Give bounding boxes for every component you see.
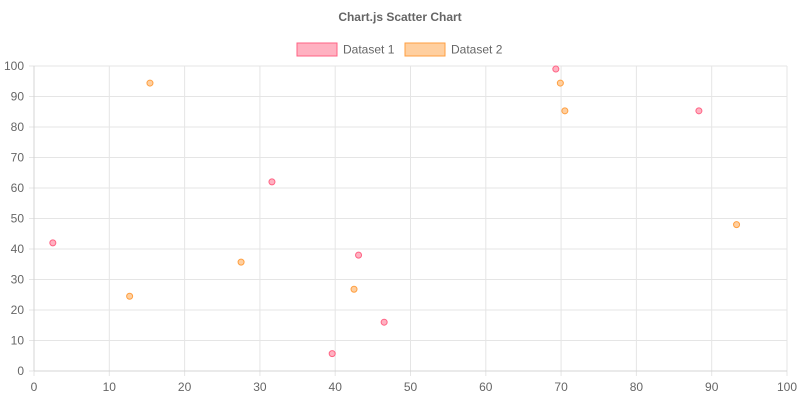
dataset-2-point[interactable] xyxy=(733,221,741,229)
y-tick-label: 100 xyxy=(4,59,24,73)
legend-swatch-dataset-1 xyxy=(296,42,338,57)
y-tick-label: 50 xyxy=(11,212,25,226)
dataset-1-point[interactable] xyxy=(268,178,276,186)
legend-swatch-dataset-2 xyxy=(404,42,446,57)
x-tick-label: 60 xyxy=(479,380,493,394)
dataset-1-point[interactable] xyxy=(380,318,388,326)
axes: 0 10 20 30 40 50 60 70 80 90 100 0 10 20 30 40 50 60 70 80 9… xyxy=(4,59,797,394)
legend-label-dataset-1: Dataset 1 xyxy=(343,43,395,57)
dataset-1-point[interactable] xyxy=(49,239,57,247)
legend-label-dataset-2: Dataset 2 xyxy=(451,43,503,57)
y-tick-label: 10 xyxy=(11,334,25,348)
x-tick-label: 80 xyxy=(630,380,644,394)
legend: Dataset 1 Dataset 2 xyxy=(296,42,503,57)
dataset-1-point[interactable] xyxy=(355,251,363,259)
data-points xyxy=(49,65,741,358)
x-tick-label: 50 xyxy=(404,380,418,394)
legend-item-dataset-1[interactable]: Dataset 1 xyxy=(296,42,395,57)
x-tick-label: 90 xyxy=(705,380,719,394)
x-tick-label: 10 xyxy=(103,380,117,394)
y-tick-label: 20 xyxy=(11,303,25,317)
x-tick-label: 30 xyxy=(253,380,267,394)
dataset-2-point[interactable] xyxy=(556,79,564,87)
dataset-2-point[interactable] xyxy=(561,107,569,115)
dataset-1-point[interactable] xyxy=(695,107,703,115)
dataset-1-point[interactable] xyxy=(328,350,336,358)
dataset-2-point[interactable] xyxy=(350,285,358,293)
y-tick-label: 40 xyxy=(11,242,25,256)
y-tick-label: 30 xyxy=(11,273,25,287)
y-tick-label: 70 xyxy=(11,151,25,165)
y-tick-label: 90 xyxy=(11,90,25,104)
y-tick-label: 0 xyxy=(17,364,24,378)
dataset-1-point[interactable] xyxy=(552,65,560,73)
x-tick-label: 100 xyxy=(777,380,797,394)
x-tick-label: 70 xyxy=(554,380,568,394)
chart-title: Chart.js Scatter Chart xyxy=(338,10,461,24)
x-tick-label: 20 xyxy=(178,380,192,394)
dataset-2-point[interactable] xyxy=(146,79,154,87)
legend-item-dataset-2[interactable]: Dataset 2 xyxy=(404,42,503,57)
y-tick-label: 60 xyxy=(11,181,25,195)
x-tick-label: 40 xyxy=(329,380,343,394)
y-tick-label: 80 xyxy=(11,120,25,134)
grid xyxy=(29,65,788,376)
dataset-2-point[interactable] xyxy=(237,258,245,266)
dataset-2-point[interactable] xyxy=(126,292,134,300)
x-tick-label: 0 xyxy=(31,380,38,394)
